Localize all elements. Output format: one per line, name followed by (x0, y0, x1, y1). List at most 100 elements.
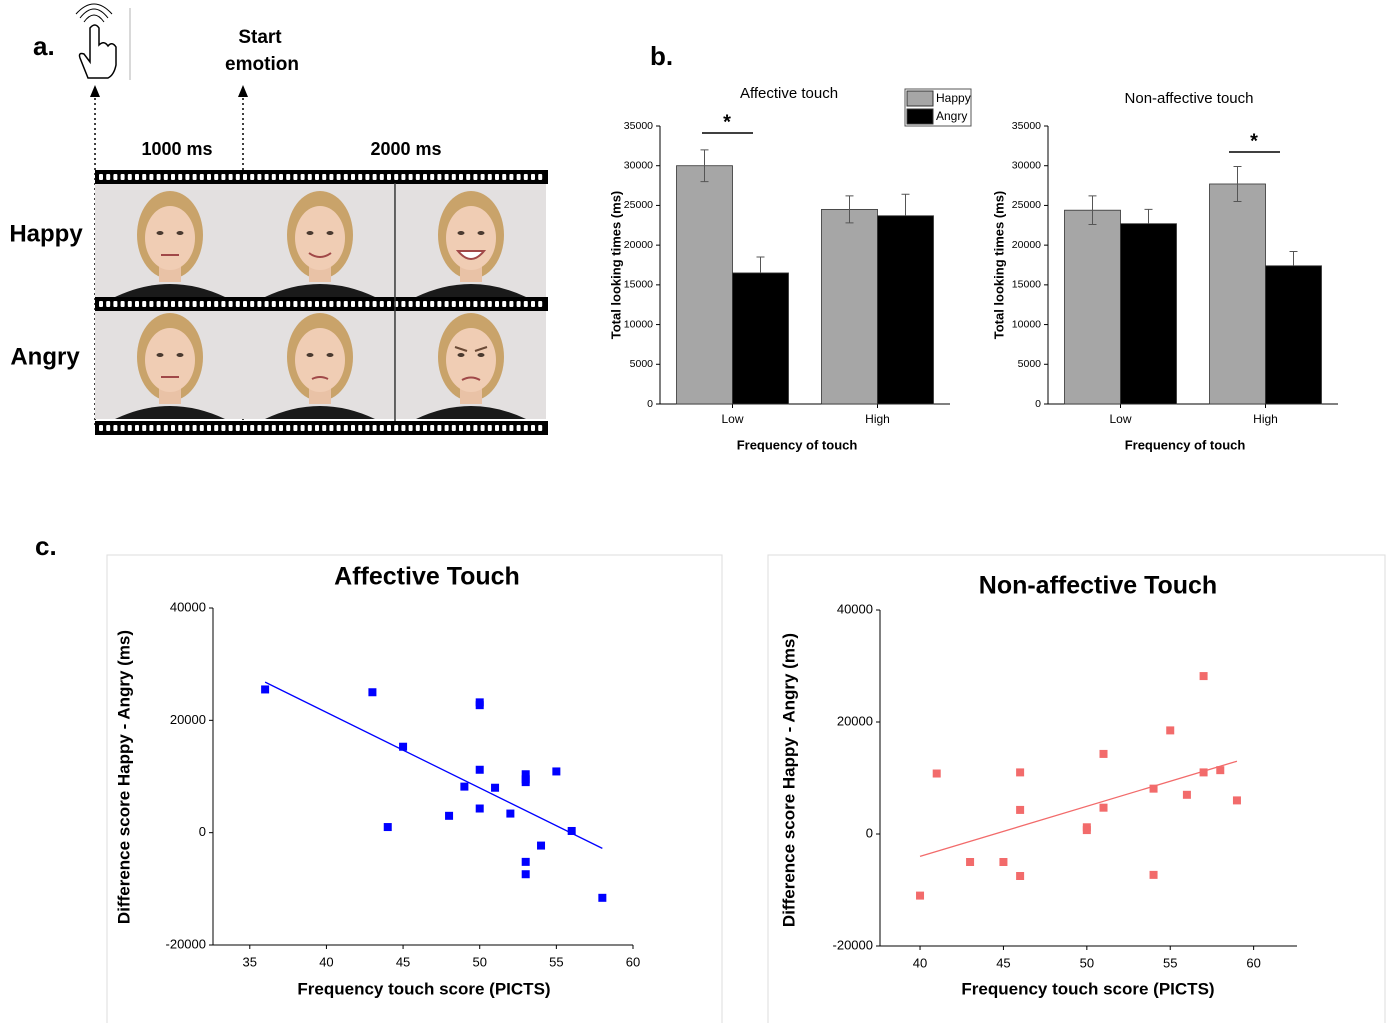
film-hole (394, 425, 399, 431)
film-hole (459, 301, 463, 307)
film-hole (372, 174, 377, 180)
point (1199, 672, 1208, 681)
y-tick-label: 20000 (170, 712, 206, 727)
panel-frame (767, 554, 1386, 1026)
film-hole (264, 301, 269, 307)
y-tick-label: 0 (199, 824, 206, 839)
film-hole (322, 425, 327, 431)
eye (477, 353, 485, 357)
y-axis-label: Difference score Happy - Angry (ms) (114, 630, 133, 924)
film-hole (437, 425, 442, 431)
touch-icon (75, 3, 131, 80)
y-tick-label: 20000 (624, 239, 653, 251)
film-hole (473, 301, 478, 307)
film-hole (444, 301, 449, 307)
film-strip (95, 421, 548, 435)
significance-mark: * (723, 111, 731, 133)
x-axis-label: Frequency touch score (PICTS) (961, 979, 1214, 998)
film-hole (379, 174, 384, 180)
film-hole (279, 425, 283, 431)
shoulders (115, 406, 225, 419)
film-hole (351, 301, 355, 307)
film-hole (171, 425, 175, 431)
eye (176, 353, 184, 357)
y-tick-label: 0 (866, 825, 873, 840)
film-hole (351, 425, 355, 431)
error-bar (845, 195, 854, 224)
mouth (311, 376, 329, 380)
point (1099, 803, 1108, 812)
film-hole (163, 425, 168, 431)
film-hole (171, 301, 175, 307)
film-hole (178, 425, 183, 431)
eye (326, 231, 334, 235)
film-hole (365, 425, 370, 431)
film-hole (430, 301, 435, 307)
film-hole (142, 301, 147, 307)
film-hole (307, 301, 312, 307)
film-hole (199, 425, 204, 431)
film-hole (286, 301, 291, 307)
film-hole (250, 174, 255, 180)
y-axis-label: Total looking times (ms) (991, 191, 1006, 340)
point (475, 804, 484, 813)
film-hole (127, 174, 132, 180)
point (1166, 726, 1175, 735)
film-hole (466, 425, 471, 431)
film-hole (192, 301, 197, 307)
film-hole (329, 301, 334, 307)
film-hole (487, 425, 492, 431)
film-hole (293, 425, 298, 431)
film-strip (95, 297, 548, 311)
film-hole (171, 174, 175, 180)
film-hole (257, 301, 262, 307)
point (1016, 805, 1025, 814)
legend-label: Angry (936, 109, 967, 123)
film-hole (207, 174, 211, 180)
film-hole (271, 301, 276, 307)
film-hole (149, 301, 154, 307)
film-hole (423, 425, 427, 431)
film-hole (163, 301, 168, 307)
y-axis-label: Total looking times (ms) (608, 191, 623, 340)
film-hole (243, 425, 247, 431)
film-hole (135, 174, 139, 180)
y-tick-label: 10000 (1012, 318, 1041, 330)
point (999, 858, 1008, 866)
film-hole (473, 425, 478, 431)
film-hole (149, 425, 154, 431)
eye (326, 353, 334, 357)
film-hole (178, 301, 183, 307)
film-hole (336, 425, 341, 431)
point (1099, 749, 1108, 758)
point (537, 841, 546, 850)
film-strip (95, 170, 548, 184)
film-hole (106, 301, 111, 307)
point (1182, 790, 1191, 799)
film-hole (408, 301, 413, 307)
brow (454, 346, 488, 352)
x-tick-label: 60 (626, 954, 640, 969)
film-hole (106, 174, 111, 180)
film-hole (185, 425, 190, 431)
error-bar (700, 149, 709, 183)
film-hole (415, 301, 420, 307)
film-hole (257, 174, 262, 180)
film-hole (372, 425, 377, 431)
film-hole (531, 301, 535, 307)
film-hole (279, 301, 283, 307)
film-hole (415, 174, 420, 180)
shoulders (115, 284, 225, 297)
point (1216, 766, 1225, 775)
film-hole (365, 301, 370, 307)
film-hole (509, 301, 514, 307)
film-hole (401, 425, 406, 431)
y-tick-label: 30000 (624, 159, 653, 171)
bar (676, 165, 733, 405)
x-tick-label: 45 (396, 954, 410, 969)
film-hole (423, 174, 427, 180)
film-hole (214, 301, 219, 307)
bar (732, 272, 789, 405)
film-hole (106, 425, 111, 431)
